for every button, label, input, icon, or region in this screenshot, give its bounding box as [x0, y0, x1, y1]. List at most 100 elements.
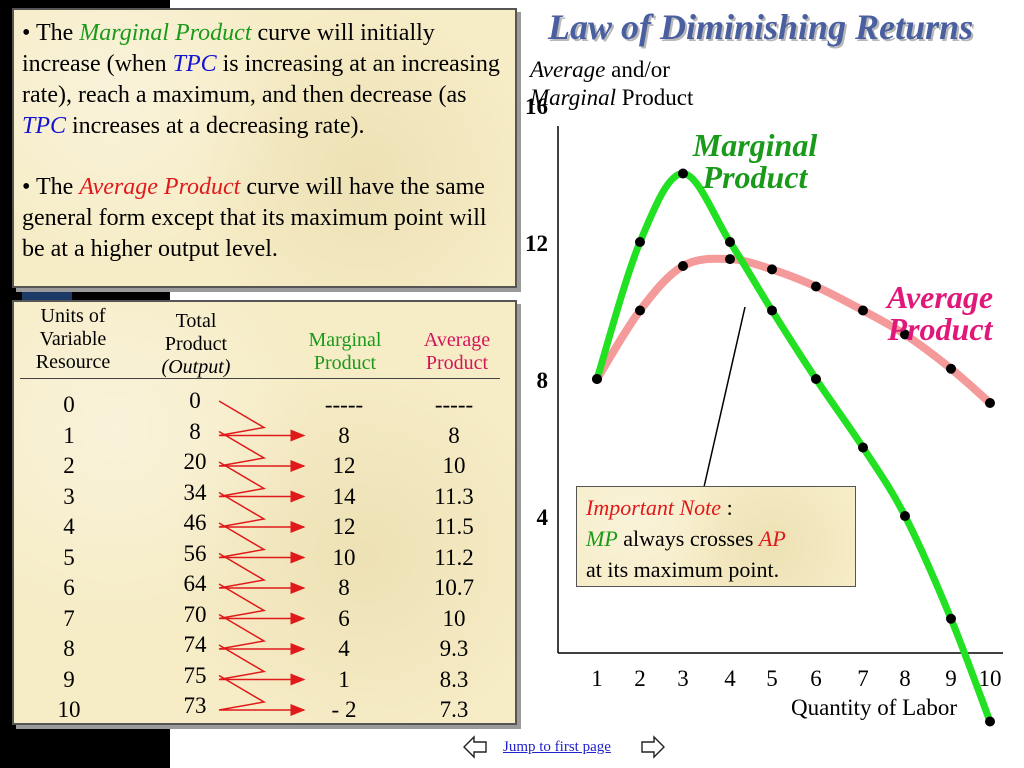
derivation-arrow — [218, 674, 306, 716]
cell-units: 9 — [63, 666, 75, 692]
cell-total: 73 — [183, 693, 207, 718]
cell-average: 8 — [448, 422, 460, 448]
header-divider — [20, 378, 500, 379]
average-product-point — [985, 397, 995, 408]
average-product-point — [678, 260, 688, 271]
cell-total: 20 — [183, 449, 207, 474]
bullet-marginal: • The Marginal Product curve will initia… — [22, 18, 512, 142]
note-ap: AP — [758, 526, 786, 551]
cell-units: 8 — [63, 636, 75, 661]
cell-units: 10 — [57, 697, 81, 722]
note-label: Important Note — [586, 495, 722, 520]
cell-average: 11.2 — [434, 544, 474, 570]
y-axis-title-rest1: and/or — [605, 57, 670, 82]
derivation-arrow — [218, 552, 306, 594]
average-product-point — [858, 305, 868, 316]
note-pointer-line — [703, 306, 746, 488]
product-table: Units of Variable Resource Total Product… — [12, 300, 517, 725]
cell-units: 0 — [63, 392, 75, 417]
y-axis-title: Average and/or Marginal Product — [530, 56, 693, 112]
b1-text-1: • The — [22, 20, 80, 46]
header-total-line1: Total — [175, 310, 217, 332]
cell-average: 11.5 — [434, 514, 474, 539]
important-note: Important Note : MP always crosses AP at… — [576, 486, 856, 587]
prev-arrow-icon[interactable] — [463, 735, 487, 759]
cell-units: 2 — [63, 453, 75, 478]
marginal-product-point — [858, 442, 868, 453]
derivation-arrow — [218, 491, 306, 533]
cell-units: 4 — [63, 514, 75, 539]
x-tick-label: 1 — [591, 666, 603, 691]
x-tick-label: 2 — [634, 666, 646, 691]
x-tick-label: 8 — [899, 666, 911, 691]
ap-curve-label: Average — [885, 279, 993, 315]
marginal-product-point — [767, 305, 777, 316]
mp-curve-label: Product — [702, 159, 809, 195]
y-axis-title-rest2: Product — [616, 85, 694, 110]
marginal-product-line — [593, 169, 994, 725]
cell-total: 56 — [183, 540, 207, 566]
cell-total: 75 — [183, 662, 207, 688]
cell-average: 8.3 — [439, 666, 469, 692]
b2-average-product: Average Product — [79, 174, 241, 200]
cell-marginal: 6 — [338, 605, 350, 631]
x-axis-label: Quantity of Labor — [791, 695, 957, 720]
cell-marginal: ----- — [324, 392, 364, 417]
marginal-product-point — [678, 168, 688, 179]
cell-average: 7.3 — [439, 697, 469, 722]
marginal-product-point — [985, 716, 995, 727]
derivation-arrow — [218, 644, 306, 686]
cell-total: 34 — [183, 479, 207, 505]
bullet-average: • The Average Product curve will have th… — [22, 172, 512, 265]
x-tick-label: 9 — [945, 666, 957, 691]
b2-text-2: curve will have the same general form ex… — [22, 174, 487, 262]
x-tick-label: 10 — [979, 666, 1002, 691]
derivation-arrow — [218, 613, 306, 655]
header-total-line2: Product — [164, 333, 228, 355]
marginal-product-point — [900, 511, 910, 521]
cell-average: 9.3 — [439, 636, 469, 661]
cell-total: 46 — [183, 510, 207, 535]
cell-units: 7 — [63, 605, 75, 631]
cell-average: 10.7 — [433, 575, 475, 600]
header-total: Total Product (Output) — [146, 310, 246, 379]
header-average: Average Product — [423, 329, 491, 374]
marginal-product-point — [946, 613, 956, 624]
cell-average: 11.3 — [434, 483, 474, 509]
average-product-point — [725, 254, 735, 265]
cell-total: 74 — [183, 632, 207, 657]
cell-units: 6 — [63, 575, 75, 600]
jump-to-first-page-link[interactable]: Jump to first page — [503, 739, 611, 755]
note-mid: always crosses — [617, 526, 759, 551]
mp-curve-label: Marginal — [692, 127, 818, 163]
cell-marginal: 1 — [338, 666, 350, 692]
header-units: Units of Variable Resource — [35, 305, 111, 373]
b1-text-4: increases at a decreasing rate). — [66, 113, 365, 139]
chart-title: Law of Diminishing Returns — [548, 7, 974, 47]
cell-marginal: 10 — [332, 544, 356, 570]
cell-average: 10 — [442, 605, 466, 631]
footer-icons — [463, 735, 665, 759]
average-product-point — [946, 363, 956, 374]
derivation-arrow — [218, 583, 306, 625]
marginal-product-point — [725, 237, 735, 247]
cell-marginal: 12 — [332, 514, 356, 539]
average-product-point — [635, 305, 645, 316]
y-tick-label: 12 — [525, 231, 548, 256]
average-product-point — [900, 329, 910, 340]
cell-marginal: 8 — [338, 575, 350, 600]
next-arrow-icon[interactable] — [641, 735, 665, 759]
note-tail: at its maximum point. — [586, 557, 780, 582]
cell-marginal: 8 — [338, 422, 350, 448]
footer-nav: Jump to first page — [462, 734, 666, 760]
x-tick-label: 7 — [857, 666, 869, 691]
b1-tpc-1: TPC — [172, 51, 217, 77]
average-product-point — [811, 281, 821, 292]
average-product-line — [593, 254, 994, 407]
cell-total: 0 — [189, 388, 201, 413]
table-arrows — [218, 400, 306, 716]
y-axis-title-italic2: Marginal — [530, 85, 617, 110]
cell-average: ----- — [434, 392, 474, 417]
x-tick-label: 4 — [724, 666, 736, 691]
